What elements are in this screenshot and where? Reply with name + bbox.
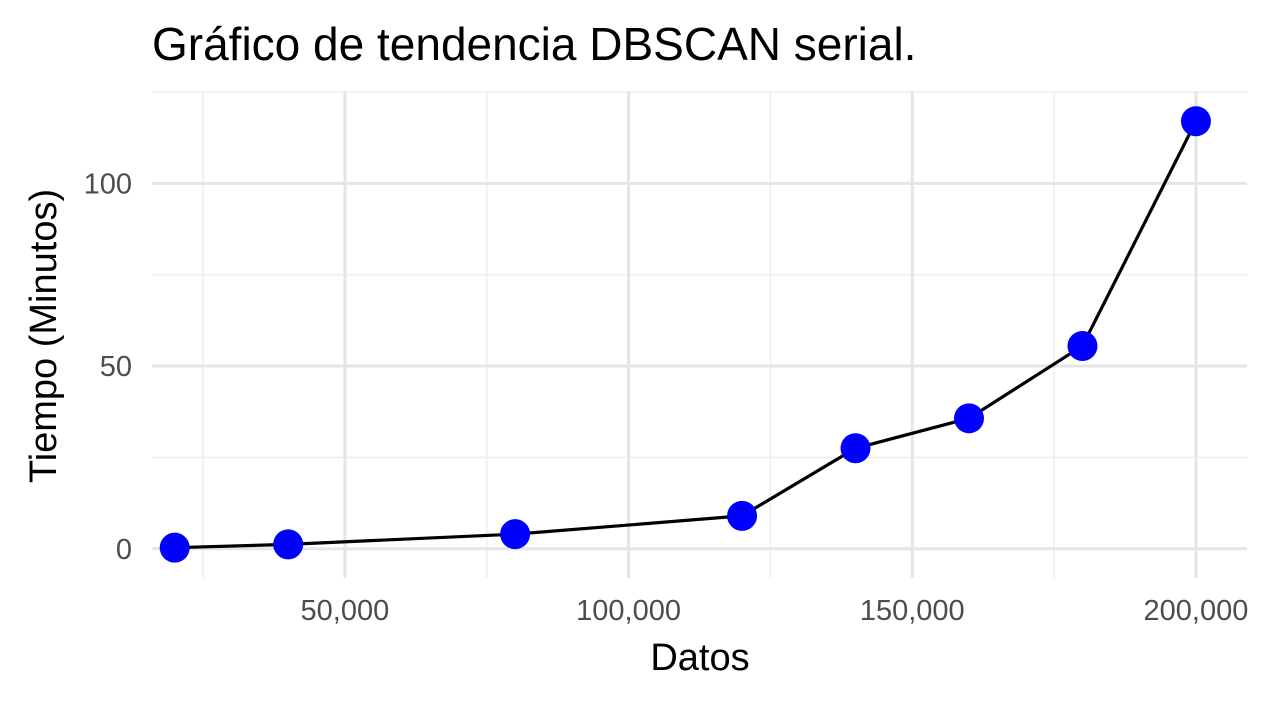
y-tick-label: 50 [100,351,132,383]
grid [152,91,1247,578]
x-tick-label: 50,000 [301,595,390,627]
x-tick-label: 150,000 [860,595,965,627]
data-point [500,519,531,550]
data-point [727,500,758,531]
data-point [953,403,984,434]
data-point [159,532,190,563]
y-axis-ticks: 0 50 100 [84,168,132,565]
data-points [159,106,1211,563]
data-point [1180,106,1211,137]
x-tick-label: 200,000 [1144,595,1249,627]
chart-title: Gráfico de tendencia DBSCAN serial. [152,18,916,70]
series-line [174,120,1198,550]
data-point [840,433,871,464]
y-tick-label: 0 [116,534,132,566]
x-axis-label: Datos [650,637,749,679]
y-tick-label: 100 [84,168,132,200]
x-tick-label: 100,000 [576,595,681,627]
y-axis-label: Tiempo (Minutos) [23,189,65,483]
data-point [273,529,304,560]
x-axis-ticks: 50,000 100,000 150,000 200,000 [301,595,1249,627]
data-point [1067,330,1098,361]
series-line-layer [174,120,1198,550]
